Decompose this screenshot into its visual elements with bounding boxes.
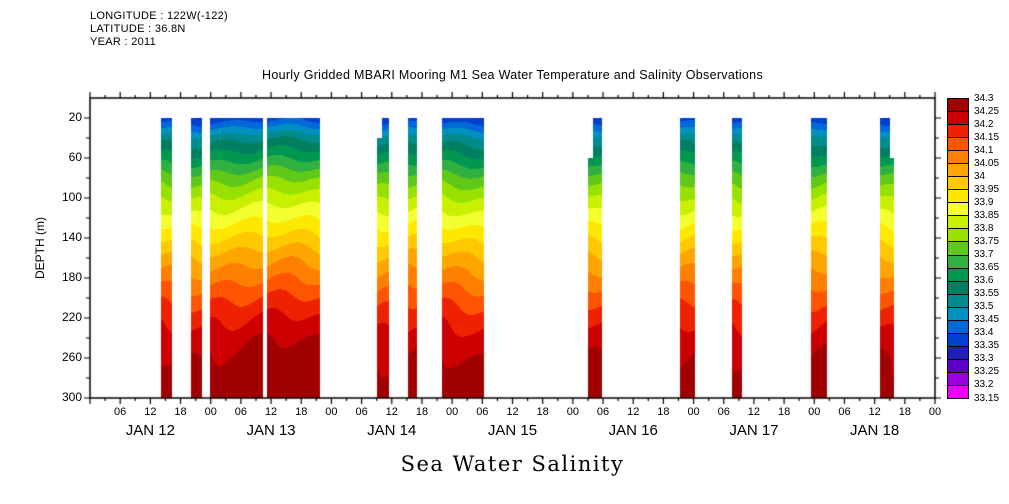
- x-hour-label: 18: [415, 406, 429, 418]
- x-hour-label: 00: [566, 406, 579, 418]
- x-hour-label: 00: [446, 406, 459, 418]
- colorbar-cell: [947, 371, 969, 386]
- x-hour-label: 18: [174, 406, 187, 418]
- colorbar-label: 34.2: [974, 118, 994, 130]
- colorbar-cell: [947, 215, 969, 230]
- x-hour-label: 00: [928, 406, 942, 418]
- y-tick-label: 180: [61, 270, 82, 284]
- x-day-label: JAN 16: [608, 422, 658, 439]
- colorbar-cell: [947, 150, 969, 165]
- x-hour-label: 18: [898, 406, 911, 418]
- y-tick-label: 140: [61, 230, 82, 244]
- x-hour-label: 12: [506, 406, 519, 418]
- colorbar-cell: [947, 163, 969, 178]
- colorbar-label: 33.7: [974, 249, 994, 261]
- colorbar-label: 33.35: [974, 340, 1000, 352]
- x-day-label: JAN 17: [729, 422, 779, 439]
- y-tick-label: 20: [68, 110, 82, 124]
- colorbar-label: 34.25: [974, 105, 1000, 117]
- x-hour-label: 12: [264, 406, 278, 418]
- x-day-label: JAN 14: [367, 422, 417, 439]
- colorbar-cell: [947, 267, 969, 282]
- colorbar-label: 33.3: [974, 353, 994, 365]
- x-hour-label: 06: [596, 406, 610, 418]
- x-day-label: JAN 13: [246, 422, 296, 439]
- colorbar-label: 33.15: [974, 392, 1000, 404]
- colorbar-cell: [947, 332, 969, 347]
- x-hour-label: 06: [355, 406, 368, 418]
- colorbar-cell: [947, 228, 969, 243]
- y-tick-label: 220: [61, 310, 82, 324]
- colorbar-label: 34: [974, 170, 986, 182]
- colorbar-cell: [947, 345, 969, 360]
- colorbar-label: 33.75: [974, 235, 1000, 247]
- colorbar-label: 33.5: [974, 301, 994, 313]
- y-tick-label: 300: [61, 390, 82, 404]
- colorbar-label: 33.45: [974, 314, 1000, 326]
- x-hour-label: 18: [536, 406, 549, 418]
- x-hour-label: 06: [234, 406, 248, 418]
- colorbar-cell: [947, 111, 969, 126]
- x-hour-label: 18: [777, 406, 791, 418]
- colorbar-cell: [947, 358, 969, 373]
- colorbar-label: 33.55: [974, 288, 1000, 300]
- x-hour-label: 06: [114, 406, 127, 418]
- latitude-label: LATITUDE : 36.8N: [90, 23, 186, 35]
- x-day-label: JAN 12: [125, 422, 175, 439]
- colorbar-cell: [947, 241, 969, 256]
- colorbar-cell: [947, 280, 969, 295]
- x-hour-label: 06: [476, 406, 489, 418]
- colorbar-cell: [947, 98, 969, 113]
- colorbar-label: 33.65: [974, 262, 1000, 274]
- colorbar-label: 33.25: [974, 366, 1000, 378]
- x-day-label: JAN 15: [487, 422, 538, 439]
- x-hour-label: 12: [627, 406, 640, 418]
- colorbar-label: 33.8: [974, 222, 994, 234]
- colorbar-label: 34.3: [974, 92, 994, 104]
- x-hour-label: 12: [385, 406, 398, 418]
- metadata-block: LONGITUDE : 122W(-122) LATITUDE : 36.8N …: [90, 10, 228, 49]
- chart-title: Hourly Gridded MBARI Mooring M1 Sea Wate…: [262, 68, 763, 82]
- colorbar-cell: [947, 254, 969, 269]
- y-axis-title: DEPTH (m): [33, 217, 47, 279]
- year-label: YEAR : 2011: [90, 36, 157, 48]
- x-hour-label: 18: [295, 406, 308, 418]
- y-tick-label: 100: [61, 190, 82, 204]
- x-hour-label: 00: [325, 406, 338, 418]
- colorbar-label: 33.2: [974, 379, 994, 391]
- longitude-label: LONGITUDE : 122W(-122): [90, 10, 229, 22]
- colorbar-label: 34.05: [974, 157, 1000, 169]
- colorbar-cell: [947, 306, 969, 321]
- colorbar-cell: [947, 384, 969, 399]
- colorbar-label: 33.6: [974, 275, 994, 287]
- colorbar-label: 33.9: [974, 196, 994, 208]
- colorbar-label: 34.15: [974, 131, 1000, 143]
- x-hour-label: 00: [687, 406, 700, 418]
- x-hour-label: 12: [868, 406, 881, 418]
- x-hour-label: 12: [144, 406, 157, 418]
- colorbar-cell: [947, 319, 969, 334]
- colorbar-label: 33.95: [974, 183, 1000, 195]
- colorbar-cell: [947, 189, 969, 204]
- x-hour-label: 06: [717, 406, 730, 418]
- x-hour-label: 00: [204, 406, 217, 418]
- x-axis-title: Sea Water Salinity: [400, 452, 625, 476]
- colorbar-cell: [947, 176, 969, 191]
- colorbar-label: 34.1: [974, 144, 994, 156]
- y-tick-label: 260: [61, 350, 82, 364]
- x-hour-label: 06: [838, 406, 851, 418]
- colorbar-cell: [947, 137, 969, 152]
- y-tick-label: 60: [68, 150, 82, 164]
- colorbar-cell: [947, 124, 969, 139]
- colorbar-label: 33.85: [974, 209, 1000, 221]
- x-hour-label: 12: [747, 406, 761, 418]
- colorbar-cell: [947, 202, 969, 217]
- colorbar-cell: [947, 293, 969, 308]
- x-hour-label: 18: [657, 406, 670, 418]
- x-hour-label: 00: [808, 406, 821, 418]
- colorbar-label: 33.4: [974, 327, 994, 339]
- x-day-label: JAN 18: [850, 422, 900, 439]
